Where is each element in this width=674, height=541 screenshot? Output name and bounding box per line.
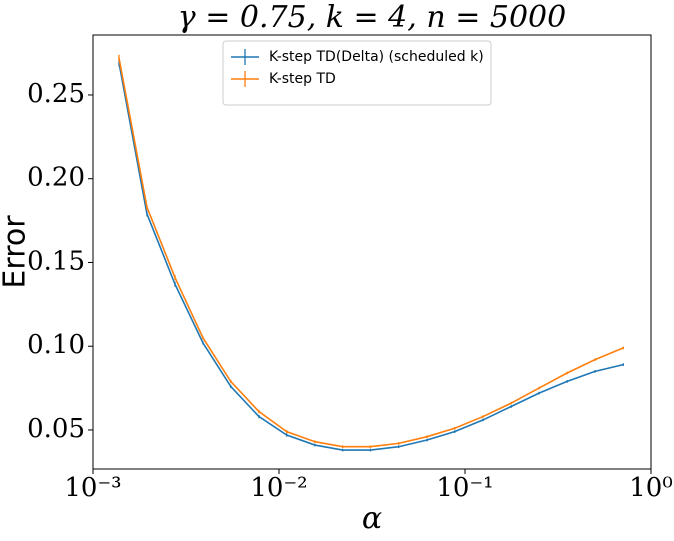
y-tick-label: 0.20 xyxy=(27,163,85,193)
x-tick-label: 10⁻¹ xyxy=(436,473,493,503)
y-tick-label: 0.10 xyxy=(27,330,85,360)
plot-frame xyxy=(92,34,652,470)
series-line xyxy=(118,57,624,448)
chart-title: γ = 0.75, k = 4, n = 5000 xyxy=(178,0,566,35)
legend-label: K-step TD xyxy=(269,71,336,87)
y-tick-label: 0.25 xyxy=(27,79,85,109)
x-tick-label: 10⁻³ xyxy=(64,473,121,503)
y-axis-label: Error xyxy=(0,215,33,289)
legend-box xyxy=(222,40,492,106)
x-tick-label: 10⁻² xyxy=(250,473,307,503)
x-tick-label: 10⁰ xyxy=(629,473,673,503)
series-line xyxy=(118,62,624,451)
legend-label: K-step TD(Delta) (scheduled k) xyxy=(269,49,484,65)
x-axis-label: α xyxy=(362,501,382,536)
y-tick-label: 0.15 xyxy=(27,246,85,276)
y-tick-label: 0.05 xyxy=(27,414,85,444)
legend: K-step TD(Delta) (scheduled k) K-step TD xyxy=(222,40,492,106)
